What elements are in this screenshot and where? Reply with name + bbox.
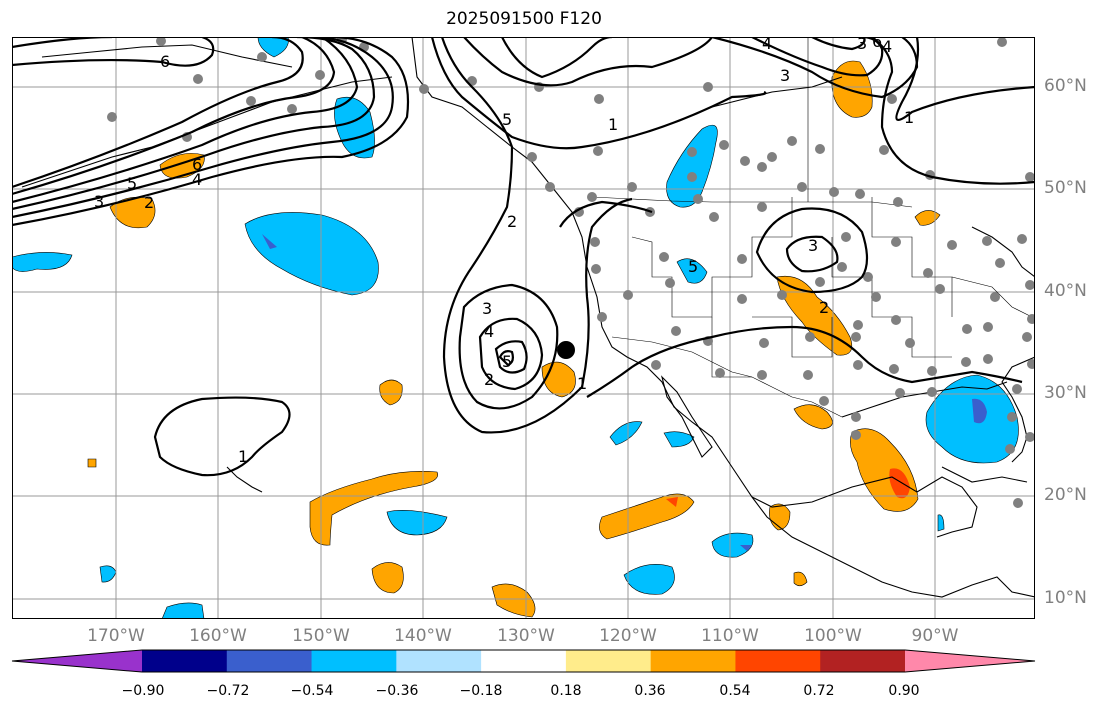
lon-label: 130°W [497, 626, 555, 646]
contour-label: 2 [819, 298, 829, 317]
contour-label: 2 [507, 212, 517, 231]
lon-label: 160°W [189, 626, 247, 646]
lon-label: 150°W [292, 626, 350, 646]
contour-label: 3 [857, 37, 867, 53]
lat-label: 50°N [1044, 178, 1087, 198]
map-title: 2025091500 F120 [446, 9, 602, 29]
map-canvas: 6 5 4 3 2 6 5 4 3 2 1 5 4 3 2 1 1 3 2 4 … [12, 37, 1035, 619]
map-border [12, 37, 1035, 619]
graticule [12, 37, 1035, 619]
colorbar-tick-label: −0.72 [206, 683, 250, 699]
colorbar-cell [481, 650, 567, 672]
colorbar-tick-label: 0.18 [550, 683, 582, 699]
colorbar-cell [226, 650, 313, 672]
colorbar-cell [650, 650, 736, 672]
lat-label: 60°N [1044, 76, 1087, 96]
colorbar [11, 649, 1036, 673]
contour-label: 6 [872, 37, 882, 51]
colorbar-cell [735, 650, 821, 672]
contour-label: 1 [608, 115, 618, 134]
contour-label: 2 [144, 193, 154, 212]
colorbar-tick-label: 0.90 [888, 683, 920, 699]
lon-label: 110°W [701, 626, 759, 646]
lat-label: 30°N [1044, 383, 1087, 403]
lat-label: 20°N [1044, 485, 1087, 505]
contour-label-group: 6 5 4 3 2 6 5 4 3 2 1 5 4 3 2 1 1 3 2 4 … [94, 37, 914, 466]
colorbar-outline [11, 649, 1036, 673]
contour-label: 2 [484, 370, 494, 389]
contour-label: 1 [238, 447, 248, 466]
colorbar-cell [565, 650, 652, 672]
colorbar-tick-label: −0.90 [121, 683, 165, 699]
positive-anomaly-fields [87, 60, 941, 618]
colorbar-cell [820, 650, 906, 672]
lat-label: 10°N [1044, 588, 1087, 608]
contour-label: 6 [160, 52, 170, 71]
colorbar-cells [11, 649, 1036, 673]
colorbar-tick-label: −0.18 [459, 683, 503, 699]
lon-label: 120°W [599, 626, 657, 646]
colorbar-tick-label: −0.36 [375, 683, 419, 699]
contour-label: 5 [502, 110, 512, 129]
contour-label: 5 [502, 352, 512, 371]
contour-label: 4 [192, 170, 202, 189]
colorbar-tick-label: −0.54 [290, 683, 334, 699]
colorbar-cell [142, 650, 228, 672]
colorbar-cell [311, 650, 397, 672]
colorbar-cell [396, 650, 482, 672]
contour-label: 3 [780, 66, 790, 85]
colorbar-extend-max [905, 650, 1035, 672]
lon-label: 90°W [911, 626, 959, 646]
storm-center-dot [557, 341, 575, 359]
contour-label: 3 [808, 236, 818, 255]
observation-stations [107, 37, 1035, 508]
colorbar-extend-min [12, 650, 142, 672]
colorbar-tick-label: 0.36 [634, 683, 666, 699]
lat-label: 40°N [1044, 281, 1087, 301]
contour-lines [12, 37, 1035, 477]
contour-label: 5 [688, 257, 698, 276]
negative-anomaly-fields [12, 37, 1019, 619]
lon-label: 140°W [394, 626, 452, 646]
contour-label: 3 [482, 299, 492, 318]
contour-label: 1 [904, 108, 914, 127]
contour-label: 4 [762, 37, 772, 53]
contour-label: 3 [94, 192, 104, 211]
contour-label: 1 [577, 374, 587, 393]
contour-label: 4 [484, 322, 494, 341]
map-panel: 6 5 4 3 2 6 5 4 3 2 1 5 4 3 2 1 1 3 2 4 … [12, 37, 1035, 619]
colorbar-tick-label: 0.72 [803, 683, 835, 699]
contour-label: 5 [127, 174, 137, 193]
lon-label: 170°W [87, 626, 145, 646]
colorbar-tick-label: 0.54 [719, 683, 751, 699]
contour-label: 4 [882, 37, 892, 56]
lon-label: 100°W [804, 626, 862, 646]
contour-label: 6 [192, 155, 202, 174]
